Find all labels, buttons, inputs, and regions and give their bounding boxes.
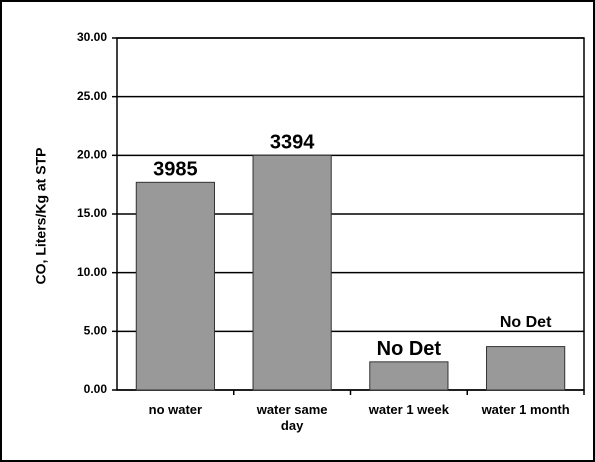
bar-annotation: 3394 (270, 132, 315, 154)
bar (369, 361, 449, 391)
y-tick-label: 25.00 (77, 89, 107, 103)
bar (135, 181, 215, 391)
x-tick-label: no water (148, 402, 203, 417)
y-tick-label: 10.00 (77, 265, 107, 279)
bar-annotation: No Det (377, 338, 442, 360)
x-tick-label: water same day (256, 402, 328, 433)
y-tick-label: 15.00 (77, 206, 107, 220)
bar-annotation: No Det (500, 314, 552, 331)
x-tick-label: water 1 week (368, 402, 449, 417)
bar (486, 346, 566, 391)
y-tick-label: 5.00 (84, 324, 108, 338)
y-axis-label: CO, Liters/Kg at STP (33, 148, 49, 285)
y-tick-label: 20.00 (77, 148, 107, 162)
y-tick-label: 0.00 (84, 382, 108, 396)
x-tick-label: water 1 month (481, 402, 570, 417)
y-tick-label: 30.00 (77, 30, 107, 44)
bar-annotation: 3985 (153, 159, 198, 181)
bar (252, 154, 332, 391)
